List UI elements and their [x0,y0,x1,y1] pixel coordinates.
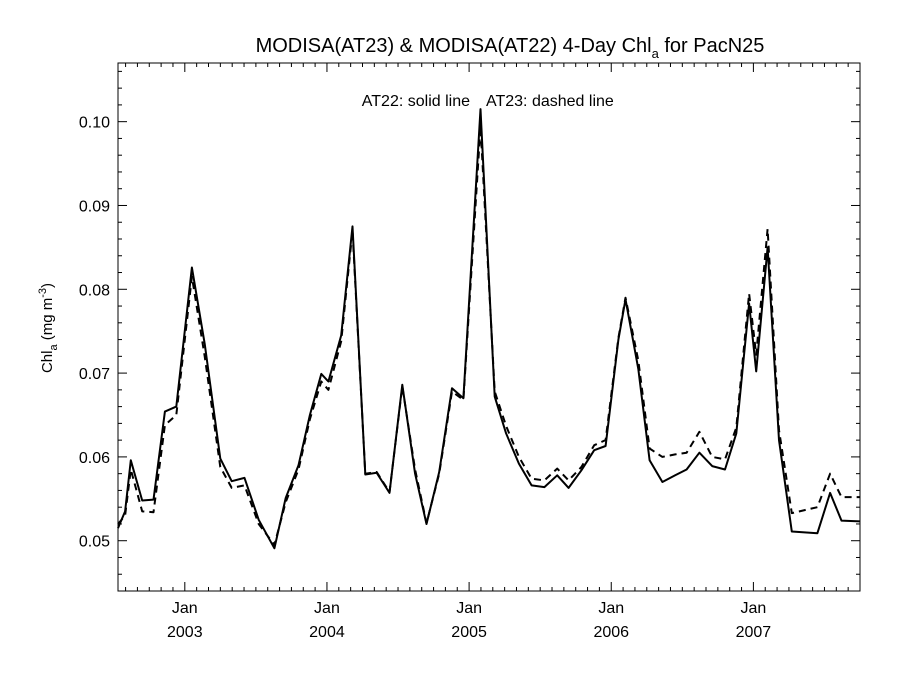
x-tick-labels: Jan 2003 Jan 2004 Jan 2005 Jan 2006 Jan 2007 [167,600,771,641]
series-lines [117,108,861,550]
plot-frame [117,62,861,592]
y-tick-label: 0.09 [79,198,110,215]
annotation-dashed: AT23: dashed line [486,93,614,110]
x-tick-label-month: Jan [456,600,482,617]
x-tick-label-month: Jan [314,600,340,617]
x-tick-label-year: 2004 [309,624,345,641]
svg-text:Chla (mg m-3): Chla (mg m-3) [37,283,60,373]
x-tick-label-year: 2005 [451,624,487,641]
x-tick-label-month: Jan [740,600,766,617]
y-tick-label: 0.07 [79,366,110,383]
x-tick-label-year: 2007 [736,624,772,641]
y-tick-labels: 0.05 0.06 0.07 0.08 0.09 0.10 [79,115,110,551]
chart-title: MODISA(AT23) & MODISA(AT22) 4-Day Chla f… [256,35,765,61]
x-tick-label-month: Jan [172,600,198,617]
y-tick-label: 0.05 [79,534,110,551]
y-tick-label: 0.10 [79,115,110,132]
series-line-at23 [117,124,860,546]
axis-ticks [118,63,861,592]
y-tick-label: 0.08 [79,282,110,299]
series-line-at22 [117,108,861,550]
x-tick-label-year: 2006 [593,624,629,641]
y-tick-label: 0.06 [79,450,110,467]
y-axis-label: Chla (mg m-3) [37,283,60,373]
x-tick-label-month: Jan [598,600,624,617]
annotation-solid: AT22: solid line [362,93,470,110]
x-tick-label-year: 2003 [167,624,203,641]
